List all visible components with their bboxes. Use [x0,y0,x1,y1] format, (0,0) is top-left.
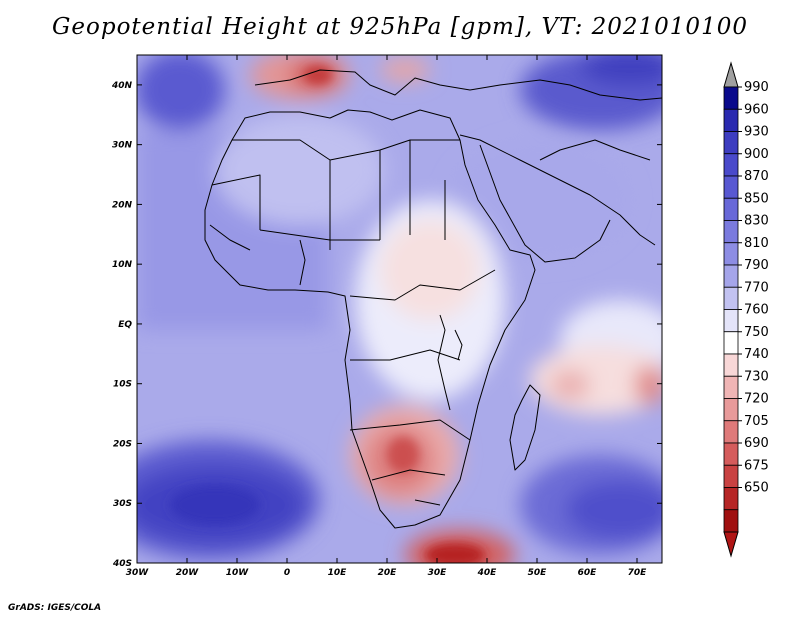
colorbar: 990 960 930 900 870 850 830 810 790 770 760 750 740 7… [723,61,769,558]
colorbar-level-label: 690 [744,436,769,451]
lon-tick-label: 10W [226,568,250,578]
geopotential-cores [170,66,485,563]
colorbar-swatch [723,86,739,110]
colorbar-level-label: 760 [744,303,769,318]
colorbar-swatch [723,309,739,333]
colorbar-swatch [723,420,739,444]
lat-tick-label: 30N [112,141,133,151]
lon-tick-label: 50E [528,568,548,578]
colorbar-top-arrow [723,61,739,88]
colorbar-level-label: 770 [744,280,769,295]
coastlines-and-borders [204,69,662,529]
colorbar-swatch [723,220,739,244]
latitude-axis: 40N 30N 20N 10N EQ 10S 20S 30S 40S [111,81,662,569]
lon-tick-label: 20E [378,568,398,578]
grads-credit: GrADS: IGES/COLA [8,603,102,613]
plot-title: Geopotential Height at 925hPa [gpm], VT:… [52,14,748,40]
longitude-axis: 30W 20W 10W 0 10E 20E 30E 40E 50E 60E 70E [126,55,647,578]
colorbar-swatch [723,331,739,355]
colorbar-level-label: 675 [744,458,769,473]
colorbar-swatch [723,175,739,199]
colorbar-swatch [723,153,739,177]
colorbar-swatch [723,398,739,422]
colorbar-level-label: 870 [744,169,769,184]
colorbar-level-label: 705 [744,414,769,429]
colorbar-level-label: 960 [744,102,769,117]
colorbar-swatch [723,131,739,155]
lat-tick-label: EQ [118,320,132,330]
lat-tick-label: 10S [113,380,132,390]
lat-tick-label: 20N [112,200,133,210]
colorbar-swatch [723,509,739,533]
colorbar-level-label: 810 [744,236,769,251]
lat-tick-label: 40S [112,559,132,569]
lon-tick-label: 30W [126,568,150,578]
colorbar-swatch [723,487,739,511]
colorbar-level-label: 790 [744,258,769,273]
colorbar-swatch [723,286,739,310]
lon-tick-label: 0 [284,568,290,578]
colorbar-swatch [723,353,739,377]
lat-tick-label: 40N [111,81,133,91]
lat-tick-label: 30S [113,499,132,509]
colorbar-swatch [723,264,739,288]
colorbar-swatch [723,375,739,399]
colorbar-level-label: 730 [744,369,769,384]
colorbar-level-label: 930 [744,125,769,140]
colorbar-level-label: 750 [744,325,769,340]
colorbar-swatch [723,464,739,488]
lon-tick-label: 40E [477,568,498,578]
colorbar-swatch [723,197,739,221]
colorbar-swatch [723,108,739,132]
lat-tick-label: 20S [113,439,132,449]
colorbar-level-label: 850 [744,191,769,206]
colorbar-level-label: 720 [744,392,769,407]
map-panel [137,55,662,563]
lon-tick-label: 60E [578,568,598,578]
colorbar-level-label: 650 [744,481,769,496]
lon-tick-label: 30E [428,568,448,578]
lon-tick-label: 10E [328,568,348,578]
lon-tick-label: 20W [176,568,200,578]
colorbar-level-label: 990 [744,80,769,95]
colorbar-level-label: 900 [744,147,769,162]
colorbar-level-label: 830 [744,214,769,229]
lon-tick-label: 70E [628,568,648,578]
lat-tick-label: 10N [112,260,133,270]
colorbar-bottom-arrow [723,531,739,558]
colorbar-swatch [723,242,739,266]
colorbar-swatch [723,442,739,466]
colorbar-level-label: 740 [744,347,769,362]
map-frame [136,54,663,564]
